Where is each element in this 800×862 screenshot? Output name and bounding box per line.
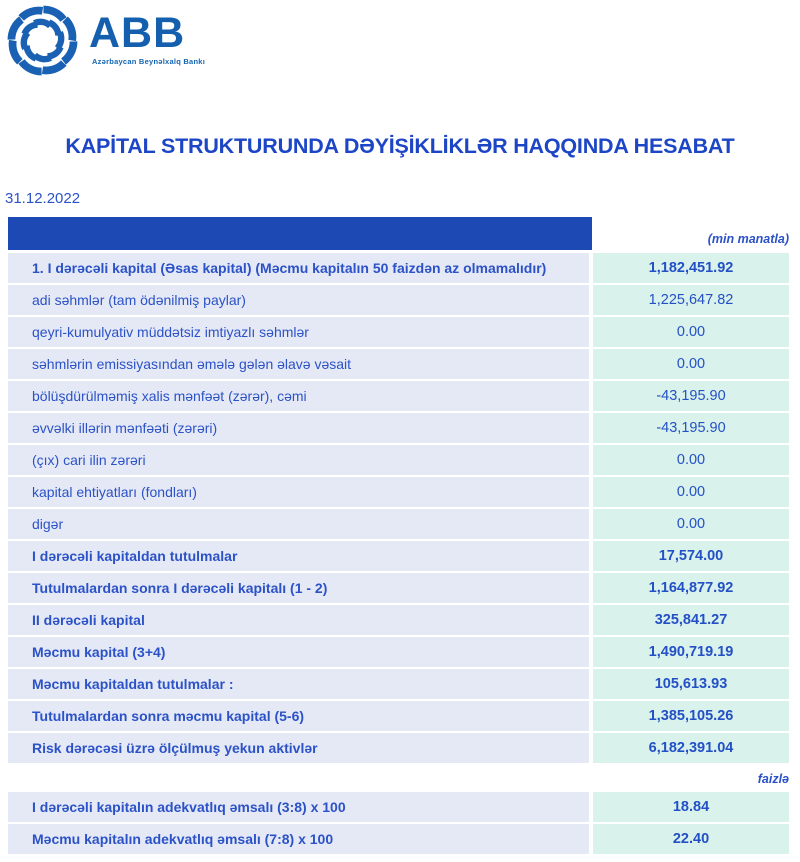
row-value: 1,164,877.92 — [593, 573, 789, 603]
logo-abbr: ABB — [89, 9, 186, 57]
table-row: kapital ehtiyatları (fondları) 0.00 — [8, 477, 789, 507]
row-label: Risk dərəcəsi üzrə ölçülmuş yekun aktivl… — [8, 733, 589, 763]
row-label: 1. I dərəcəli kapital (Əsas kapital) (Mə… — [8, 253, 589, 283]
row-label: adi səhmlər (tam ödənilmiş paylar) — [8, 285, 589, 315]
table-row: Məcmu kapital (3+4) 1,490,719.19 — [8, 637, 789, 667]
row-label: (çıx) cari ilin zərəri — [8, 445, 589, 475]
unit-note: (min manatla) — [707, 232, 789, 246]
row-label: kapital ehtiyatları (fondları) — [8, 477, 589, 507]
table-row: səhmlərin emissiyasından əmələ gələn əla… — [8, 349, 789, 379]
table-header-band: (min manatla) — [8, 217, 789, 250]
row-value: 17,574.00 — [593, 541, 789, 571]
row-label: I dərəcəli kapitaldan tutulmalar — [8, 541, 589, 571]
table-row: Məcmu kapitaldan tutulmalar : 105,613.93 — [8, 669, 789, 699]
row-value: -43,195.90 — [593, 381, 789, 411]
table-row: Tutulmalardan sonra I dərəcəli kapitalı … — [8, 573, 789, 603]
table-row: 1. I dərəcəli kapital (Əsas kapital) (Mə… — [8, 253, 789, 283]
capital-table: 1. I dərəcəli kapital (Əsas kapital) (Mə… — [8, 253, 789, 763]
table-row: Məcmu kapitalın adekvatlıq əmsalı (7:8) … — [8, 824, 789, 854]
row-label: II dərəcəli kapital — [8, 605, 589, 635]
table-row: qeyri-kumulyativ müddətsiz imtiyazlı səh… — [8, 317, 789, 347]
row-value: 105,613.93 — [593, 669, 789, 699]
table-row: (çıx) cari ilin zərəri 0.00 — [8, 445, 789, 475]
row-label: Tutulmalardan sonra I dərəcəli kapitalı … — [8, 573, 589, 603]
row-label: digər — [8, 509, 589, 539]
row-label: Məcmu kapital (3+4) — [8, 637, 589, 667]
row-value: 6,182,391.04 — [593, 733, 789, 763]
percent-note: faizlə — [757, 772, 789, 786]
row-value: 0.00 — [593, 445, 789, 475]
table-row: I dərəcəli kapitalın adekvatlıq əmsalı (… — [8, 792, 789, 822]
row-label: Məcmu kapitalın adekvatlıq əmsalı (7:8) … — [8, 824, 589, 854]
table-row: Tutulmalardan sonra məcmu kapital (5-6) … — [8, 701, 789, 731]
ratio-table: I dərəcəli kapitalın adekvatlıq əmsalı (… — [8, 792, 789, 854]
row-label: bölüşdürülməmiş xalis mənfəət (zərər), c… — [8, 381, 589, 411]
abb-swirl-icon — [6, 3, 79, 78]
table-row: II dərəcəli kapital 325,841.27 — [8, 605, 789, 635]
row-value: 0.00 — [593, 509, 789, 539]
table-row: əvvəlki illərin mənfəəti (zərəri) -43,19… — [8, 413, 789, 443]
logo-tagline: Azərbaycan Beynəlxalq Bankı — [92, 57, 206, 67]
row-value: -43,195.90 — [593, 413, 789, 443]
table-row: I dərəcəli kapitaldan tutulmalar 17,574.… — [8, 541, 789, 571]
row-value: 18.84 — [593, 792, 789, 822]
report-date: 31.12.2022 — [5, 190, 81, 207]
row-value: 1,385,105.26 — [593, 701, 789, 731]
table-row: digər 0.00 — [8, 509, 789, 539]
row-label: əvvəlki illərin mənfəəti (zərəri) — [8, 413, 589, 443]
table-row: bölüşdürülməmiş xalis mənfəət (zərər), c… — [8, 381, 789, 411]
row-label: I dərəcəli kapitalın adekvatlıq əmsalı (… — [8, 792, 589, 822]
row-value: 1,225,647.82 — [593, 285, 789, 315]
row-value: 1,490,719.19 — [593, 637, 789, 667]
table-row: adi səhmlər (tam ödənilmiş paylar) 1,225… — [8, 285, 789, 315]
bank-logo: ABB Azərbaycan Beynəlxalq Bankı — [0, 0, 800, 78]
row-label: Tutulmalardan sonra məcmu kapital (5-6) — [8, 701, 589, 731]
row-value: 0.00 — [593, 317, 789, 347]
table-header-bar — [8, 217, 592, 250]
table-row: Risk dərəcəsi üzrə ölçülmuş yekun aktivl… — [8, 733, 789, 763]
row-value: 0.00 — [593, 349, 789, 379]
row-label: qeyri-kumulyativ müddətsiz imtiyazlı səh… — [8, 317, 589, 347]
row-label: Məcmu kapitaldan tutulmalar : — [8, 669, 589, 699]
row-label: səhmlərin emissiyasından əmələ gələn əla… — [8, 349, 589, 379]
row-value: 325,841.27 — [593, 605, 789, 635]
logo-text-block: ABB Azərbaycan Beynəlxalq Bankı — [89, 9, 206, 67]
row-value: 0.00 — [593, 477, 789, 507]
page-title: KAPİTAL STRUKTURUNDA DƏYİŞİKLİKLƏR HAQQI… — [65, 134, 735, 158]
row-value: 1,182,451.92 — [593, 253, 789, 283]
row-value: 22.40 — [593, 824, 789, 854]
